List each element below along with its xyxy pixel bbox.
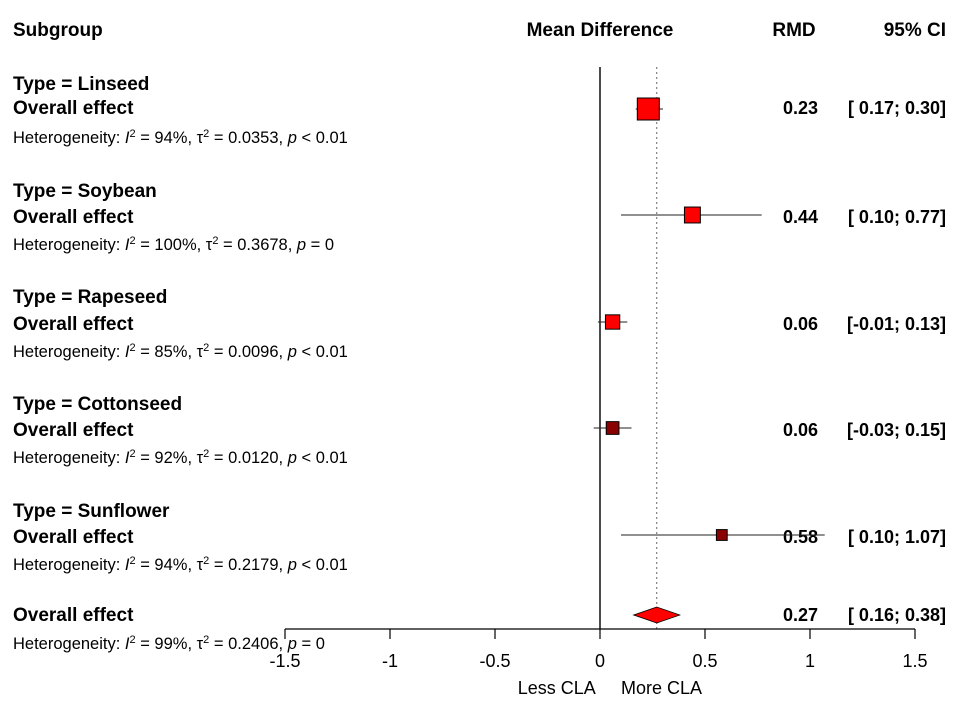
x-axis-tick-label: -0.5 [479, 651, 510, 671]
header-rmd: RMD [772, 20, 815, 41]
subgroup-point-box [605, 421, 620, 435]
subgroup-ci-value: [-0.01; 0.13] [847, 314, 946, 334]
subgroup-ci-value: [ 0.10; 1.07] [848, 527, 946, 547]
x-axis-tick-label: 1 [805, 651, 815, 671]
header-mean-difference: Mean Difference [527, 20, 674, 41]
subgroup-heterogeneity: Heterogeneity: I2 = 94%, τ2 = 0.0353, p … [13, 128, 348, 147]
overall-rmd-value: 0.27 [783, 605, 818, 625]
subgroup-point-box [636, 97, 660, 121]
x-axis-tick-label: -1.5 [269, 651, 300, 671]
subgroup-point-box [715, 529, 728, 541]
subgroup-heterogeneity: Heterogeneity: I2 = 94%, τ2 = 0.2179, p … [13, 555, 348, 574]
x-axis-tick-label: 0.5 [692, 651, 717, 671]
overall-effect-label: Overall effect [13, 605, 134, 626]
subgroup-rmd-value: 0.06 [783, 314, 818, 334]
overall-ci-value: [ 0.16; 0.38] [848, 605, 946, 625]
subgroup-rmd-value: 0.06 [783, 420, 818, 440]
subgroup-overall-label: Overall effect [13, 420, 134, 441]
x-axis-right-label: More CLA [621, 678, 702, 698]
subgroup-overall-label: Overall effect [13, 98, 134, 119]
subgroup-heterogeneity: Heterogeneity: I2 = 100%, τ2 = 0.3678, p… [13, 235, 334, 254]
x-axis-left-label: Less CLA [518, 678, 596, 698]
subgroup-title: Type = Cottonseed [13, 394, 182, 415]
subgroup-title: Type = Rapeseed [13, 287, 167, 308]
subgroup-point-box [604, 314, 621, 330]
subgroup-rmd-value: 0.44 [783, 207, 818, 227]
subgroup-title: Type = Linseed [13, 74, 149, 95]
subgroup-rmd-value: 0.23 [783, 98, 818, 118]
header-subgroup: Subgroup [13, 20, 103, 41]
subgroup-rmd-value: 0.58 [783, 527, 818, 547]
subgroup-heterogeneity: Heterogeneity: I2 = 85%, τ2 = 0.0096, p … [13, 342, 348, 361]
x-axis: -1.5 -1 -0.5 0 0.5 1 1.5 Less CLA More CLA [269, 628, 928, 698]
overall-heterogeneity: Heterogeneity: I2 = 99%, τ2 = 0.2406, p … [13, 634, 325, 653]
subgroup-ci-value: [ 0.17; 0.30] [848, 98, 946, 118]
overall-diamond [632, 606, 682, 624]
x-axis-tick-label: -1 [382, 651, 398, 671]
subgroup-ci-value: [-0.03; 0.15] [847, 420, 946, 440]
subgroup-title: Type = Sunflower [13, 501, 170, 522]
subgroup-point-box [683, 206, 701, 224]
subgroup-rows: Type = Linseed Overall effect Heterogeneit… [13, 67, 946, 653]
subgroup-heterogeneity: Heterogeneity: I2 = 92%, τ2 = 0.0120, p … [13, 448, 348, 467]
x-axis-tick-label: 1.5 [902, 651, 927, 671]
subgroup-overall-label: Overall effect [13, 527, 134, 548]
subgroup-ci-value: [ 0.10; 0.77] [848, 207, 946, 227]
subgroup-overall-label: Overall effect [13, 207, 134, 228]
x-axis-tick-label: 0 [595, 651, 605, 671]
subgroup-overall-label: Overall effect [13, 314, 134, 335]
subgroup-title: Type = Soybean [13, 181, 157, 202]
header-ci: 95% CI [884, 20, 946, 41]
